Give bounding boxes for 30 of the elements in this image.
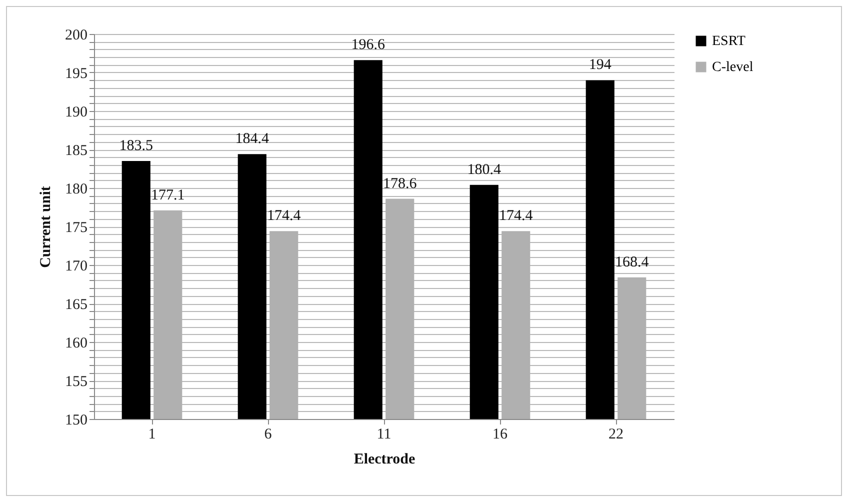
y-tick-label: 175 xyxy=(65,220,88,236)
x-tick-label: 6 xyxy=(264,426,272,442)
y-tick-label: 200 xyxy=(65,28,88,44)
y-tick-label: 160 xyxy=(65,336,88,352)
data-label: 168.4 xyxy=(615,254,650,270)
data-label: 174.4 xyxy=(499,208,534,224)
legend-label: C-level xyxy=(712,60,754,75)
y-tick-label: 150 xyxy=(65,412,88,428)
data-label: 184.4 xyxy=(235,131,270,148)
data-label: 194 xyxy=(588,57,612,74)
y-tick-label: 170 xyxy=(65,258,88,274)
data-label: 180.4 xyxy=(467,162,502,178)
y-tick-label: 155 xyxy=(65,374,88,390)
x-tick-label: 11 xyxy=(376,426,392,442)
data-label: 196.6 xyxy=(351,37,386,54)
y-tick-label: 190 xyxy=(65,104,88,120)
y-axis-title: Current unit xyxy=(38,186,54,268)
y-tick-label: 180 xyxy=(65,182,88,198)
y-tick-label: 195 xyxy=(65,66,88,82)
y-tick-label: 165 xyxy=(65,297,88,313)
data-label: 174.4 xyxy=(267,208,302,224)
x-axis-title: Electrode xyxy=(354,452,416,468)
x-tick-label: 16 xyxy=(492,426,508,442)
x-tick-label: 22 xyxy=(608,426,624,442)
legend-label: ESRT xyxy=(712,34,746,49)
data-label: 177.1 xyxy=(151,187,185,204)
x-tick-label: 1 xyxy=(148,426,156,442)
y-tick-label: 185 xyxy=(65,143,88,159)
data-label: 183.5 xyxy=(119,138,153,154)
data-label: 178.6 xyxy=(383,176,418,192)
